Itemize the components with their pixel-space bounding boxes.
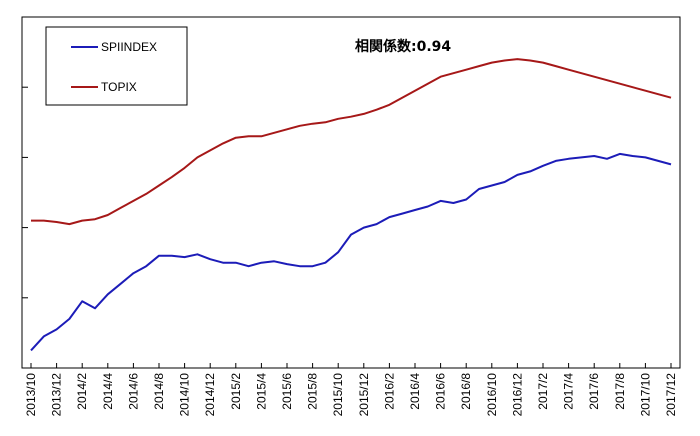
x-tick-label: 2017/12 <box>664 373 678 417</box>
legend-label-spiindex: SPIINDEX <box>101 40 157 54</box>
series-line-spiindex <box>30 152 672 352</box>
x-tick-label: 2015/4 <box>254 373 268 410</box>
x-tick-label: 2017/2 <box>536 373 550 410</box>
x-tick-label: 2016/12 <box>510 373 524 417</box>
x-tick-label: 2016/10 <box>485 373 499 417</box>
series-layer <box>30 58 672 352</box>
x-tick-label: 2015/12 <box>357 373 371 417</box>
x-tick-label: 2015/6 <box>280 373 294 410</box>
x-tick-label: 2017/4 <box>562 373 576 410</box>
x-tick-label: 2014/8 <box>152 373 166 410</box>
x-tick-label: 2017/8 <box>613 373 627 410</box>
legend-label-topix: TOPIX <box>101 80 137 94</box>
x-tick-label: 2013/12 <box>50 373 64 417</box>
x-tick-label: 2014/2 <box>75 373 89 410</box>
series-line-topix <box>31 58 672 226</box>
x-tick-label: 2016/4 <box>408 373 422 410</box>
x-tick-label: 2015/8 <box>306 373 320 410</box>
legend-box <box>45 26 188 106</box>
x-tick-label: 2014/4 <box>101 373 115 410</box>
correlation-annotation: 相関係数:0.94 <box>355 38 451 55</box>
x-tick-label: 2013/10 <box>24 373 38 417</box>
x-tick-label: 2015/10 <box>331 373 345 417</box>
x-tick-label: 2017/10 <box>638 373 652 417</box>
x-tick-label: 2014/12 <box>203 373 217 417</box>
legend: SPIINDEX TOPIX <box>45 26 188 106</box>
y-axis-ticks <box>22 86 28 299</box>
x-tick-label: 2017/6 <box>587 373 601 410</box>
x-tick-label: 2016/2 <box>382 373 396 410</box>
x-axis-ticks: 2013/10 2013/12 2014/2 2014/4 2014/6 2014/8 20… <box>24 363 678 416</box>
x-tick-label: 2015/2 <box>229 373 243 410</box>
x-tick-label: 2014/10 <box>178 373 192 417</box>
x-tick-label: 2016/6 <box>434 373 448 410</box>
x-tick-label: 2016/8 <box>459 373 473 410</box>
x-tick-label: 2014/6 <box>126 373 140 410</box>
